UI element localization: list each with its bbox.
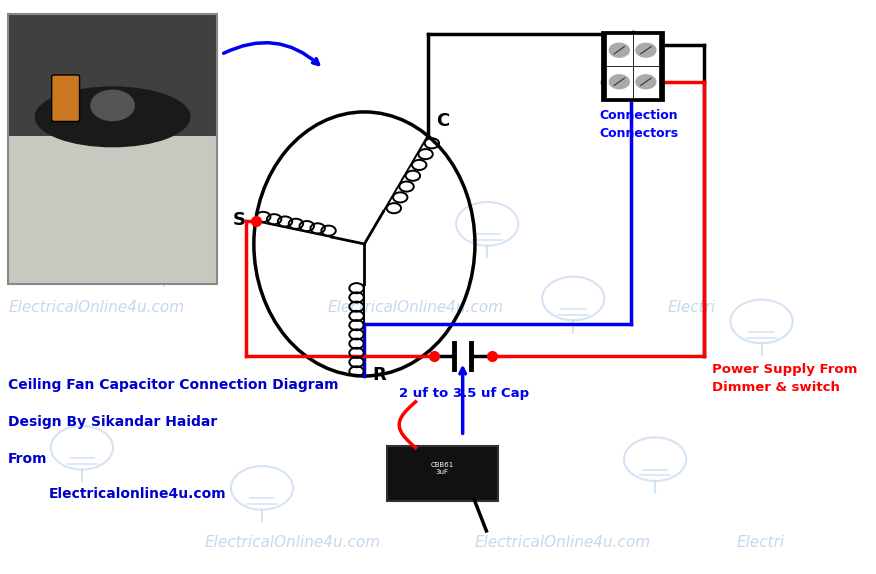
FancyBboxPatch shape xyxy=(606,66,632,98)
Circle shape xyxy=(609,43,629,57)
Text: ElectricalOnline4u.com: ElectricalOnline4u.com xyxy=(475,535,651,550)
FancyBboxPatch shape xyxy=(632,34,660,66)
FancyBboxPatch shape xyxy=(386,446,498,501)
Text: ElectricalOnline4u.com: ElectricalOnline4u.com xyxy=(8,300,184,315)
FancyBboxPatch shape xyxy=(8,14,217,284)
Text: From: From xyxy=(8,452,47,466)
Text: S: S xyxy=(233,211,245,229)
Circle shape xyxy=(91,90,134,121)
Text: Electri: Electri xyxy=(668,300,716,315)
FancyBboxPatch shape xyxy=(632,66,660,98)
Text: Design By Sikandar Haidar: Design By Sikandar Haidar xyxy=(8,415,217,429)
Text: CBB61
3uF: CBB61 3uF xyxy=(431,462,454,475)
Text: Connection
Connectors: Connection Connectors xyxy=(599,109,679,140)
Text: Power Supply From
Dimmer & switch: Power Supply From Dimmer & switch xyxy=(712,363,858,394)
Circle shape xyxy=(636,43,656,57)
FancyBboxPatch shape xyxy=(606,34,632,66)
FancyBboxPatch shape xyxy=(52,75,80,122)
Circle shape xyxy=(609,75,629,89)
Ellipse shape xyxy=(35,87,190,146)
FancyBboxPatch shape xyxy=(602,32,663,100)
Text: 2 uf to 3.5 uf Cap: 2 uf to 3.5 uf Cap xyxy=(399,387,529,401)
Text: ElectricalOnline4u.com: ElectricalOnline4u.com xyxy=(328,300,504,315)
FancyBboxPatch shape xyxy=(8,14,217,135)
Text: Ceiling Fan Capacitor Connection Diagram: Ceiling Fan Capacitor Connection Diagram xyxy=(8,378,339,391)
Text: ElectricalOnline4u.com: ElectricalOnline4u.com xyxy=(205,535,381,550)
Text: R: R xyxy=(372,366,386,384)
Text: Electri: Electri xyxy=(737,535,785,550)
Circle shape xyxy=(636,75,656,89)
Text: C: C xyxy=(436,112,449,130)
Text: Electricalonline4u.com: Electricalonline4u.com xyxy=(49,487,227,501)
